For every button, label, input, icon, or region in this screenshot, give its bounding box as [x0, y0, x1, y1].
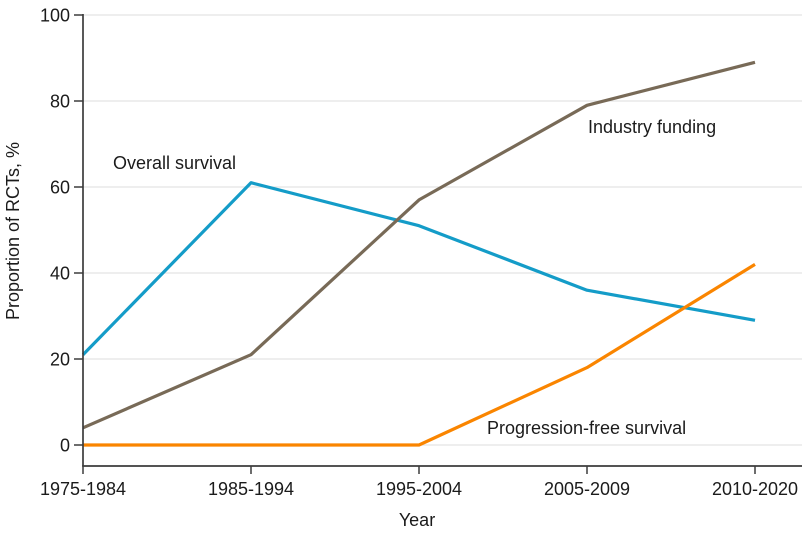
series-line-industry-funding — [82, 60, 756, 430]
y-tick-label: 0 — [60, 436, 70, 456]
y-tick-label: 60 — [50, 178, 70, 198]
series-label-overall-survival: Overall survival — [113, 153, 237, 173]
x-tick-label: 1995-2004 — [376, 479, 462, 499]
x-tick-label: 1985-1994 — [208, 479, 294, 499]
y-tick-label: 40 — [50, 264, 70, 284]
y-axis-title: Proportion of RCTs, % — [3, 141, 23, 321]
x-tick-label: 1975-1984 — [40, 479, 126, 499]
series-label-progression-free-survival: Progression-free survival — [487, 418, 687, 438]
series-line-overall-survival — [81, 181, 756, 356]
x-tick-label: 2005-2009 — [544, 479, 630, 499]
y-tick-label: 20 — [50, 350, 70, 370]
x-tick-label: 2010-2020 — [712, 479, 798, 499]
y-tick-label: 100 — [40, 6, 70, 26]
y-tick-label: 80 — [50, 92, 70, 112]
series-label-industry-funding: Industry funding — [588, 117, 717, 137]
x-axis-title: Year — [398, 510, 436, 530]
series-line-progression-free-survival — [83, 263, 756, 447]
